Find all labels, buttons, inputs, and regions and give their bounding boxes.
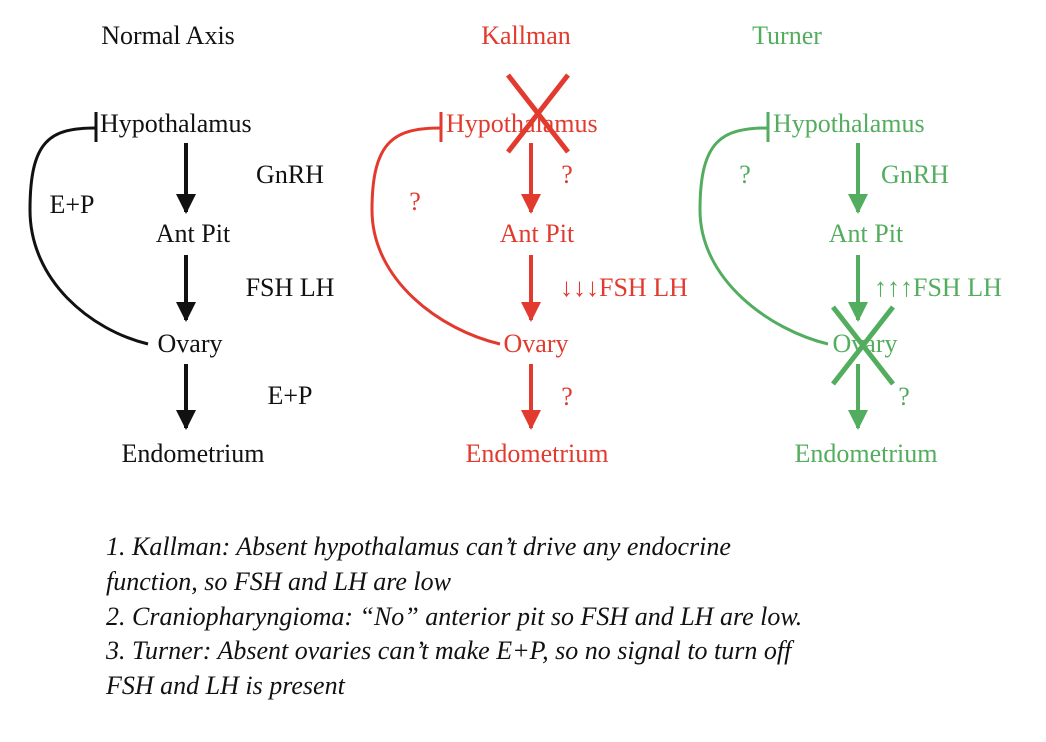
normal-gnrh-label: GnRH: [256, 160, 324, 189]
turner-feedback-curve: [698, 126, 829, 346]
note-line-4: 3. Turner: Absent ovaries can’t make E+P…: [106, 636, 792, 666]
kallman-ep-label: ?: [561, 382, 573, 411]
turner-ep-label: ?: [898, 382, 910, 411]
note-line-2: function, so FSH and LH are low: [106, 566, 451, 596]
normal-axis-title: Normal Axis: [101, 21, 235, 50]
normal-ovary-label: Ovary: [158, 329, 223, 358]
kallman-ovary-label: Ovary: [504, 329, 569, 358]
turner-feedback-label: ?: [739, 160, 751, 189]
turner-ant-pit-label: Ant Pit: [829, 219, 904, 248]
explanation-notes: 1. Kallman: Absent hypothalamus can’t dr…: [106, 530, 1026, 704]
turner-column: Turner Hypothalamus ? GnRH Ant Pit ↑↑↑FS…: [698, 21, 1002, 468]
kallman-feedback-curve: [370, 126, 501, 346]
kallman-fsh-lh-label: ↓↓↓FSH LH: [560, 273, 688, 302]
normal-axis-column: Normal Axis Hypothalamus E+P GnRH Ant Pi…: [28, 21, 335, 468]
kallman-column: Kallman Hypothalamus ? ? Ant Pit ↓↓↓FSH …: [370, 21, 688, 468]
turner-gnrh-label: GnRH: [881, 160, 949, 189]
turner-ovary-cross-2: [831, 305, 895, 386]
turner-title: Turner: [752, 21, 822, 50]
normal-fsh-lh-label: FSH LH: [246, 273, 335, 302]
turner-endometrium-label: Endometrium: [795, 439, 938, 468]
normal-hypothalamus-label: Hypothalamus: [100, 109, 252, 138]
kallman-title: Kallman: [481, 21, 571, 50]
endocrine-axis-diagram: Normal Axis Hypothalamus E+P GnRH Ant Pi…: [28, 21, 1002, 468]
normal-ant-pit-label: Ant Pit: [156, 219, 231, 248]
normal-ep-label: E+P: [267, 381, 312, 410]
turner-hypothalamus-label: Hypothalamus: [773, 109, 925, 138]
kallman-endometrium-label: Endometrium: [466, 439, 609, 468]
note-line-1: 1. Kallman: Absent hypothalamus can’t dr…: [106, 532, 731, 561]
note-line-3: 2. Craniopharyngioma: “No” anterior pit …: [106, 601, 803, 631]
kallman-feedback-label: ?: [409, 187, 421, 216]
turner-fsh-lh-label: ↑↑↑FSH LH: [874, 273, 1002, 302]
normal-feedback-label: E+P: [49, 190, 94, 219]
normal-feedback-curve: [28, 126, 149, 346]
note-line-5: FSH and LH is present: [106, 671, 345, 701]
kallman-hypothalamus-cross-2: [506, 73, 570, 154]
kallman-gnrh-label: ?: [561, 160, 573, 189]
kallman-ant-pit-label: Ant Pit: [500, 219, 575, 248]
normal-endometrium-label: Endometrium: [122, 439, 265, 468]
